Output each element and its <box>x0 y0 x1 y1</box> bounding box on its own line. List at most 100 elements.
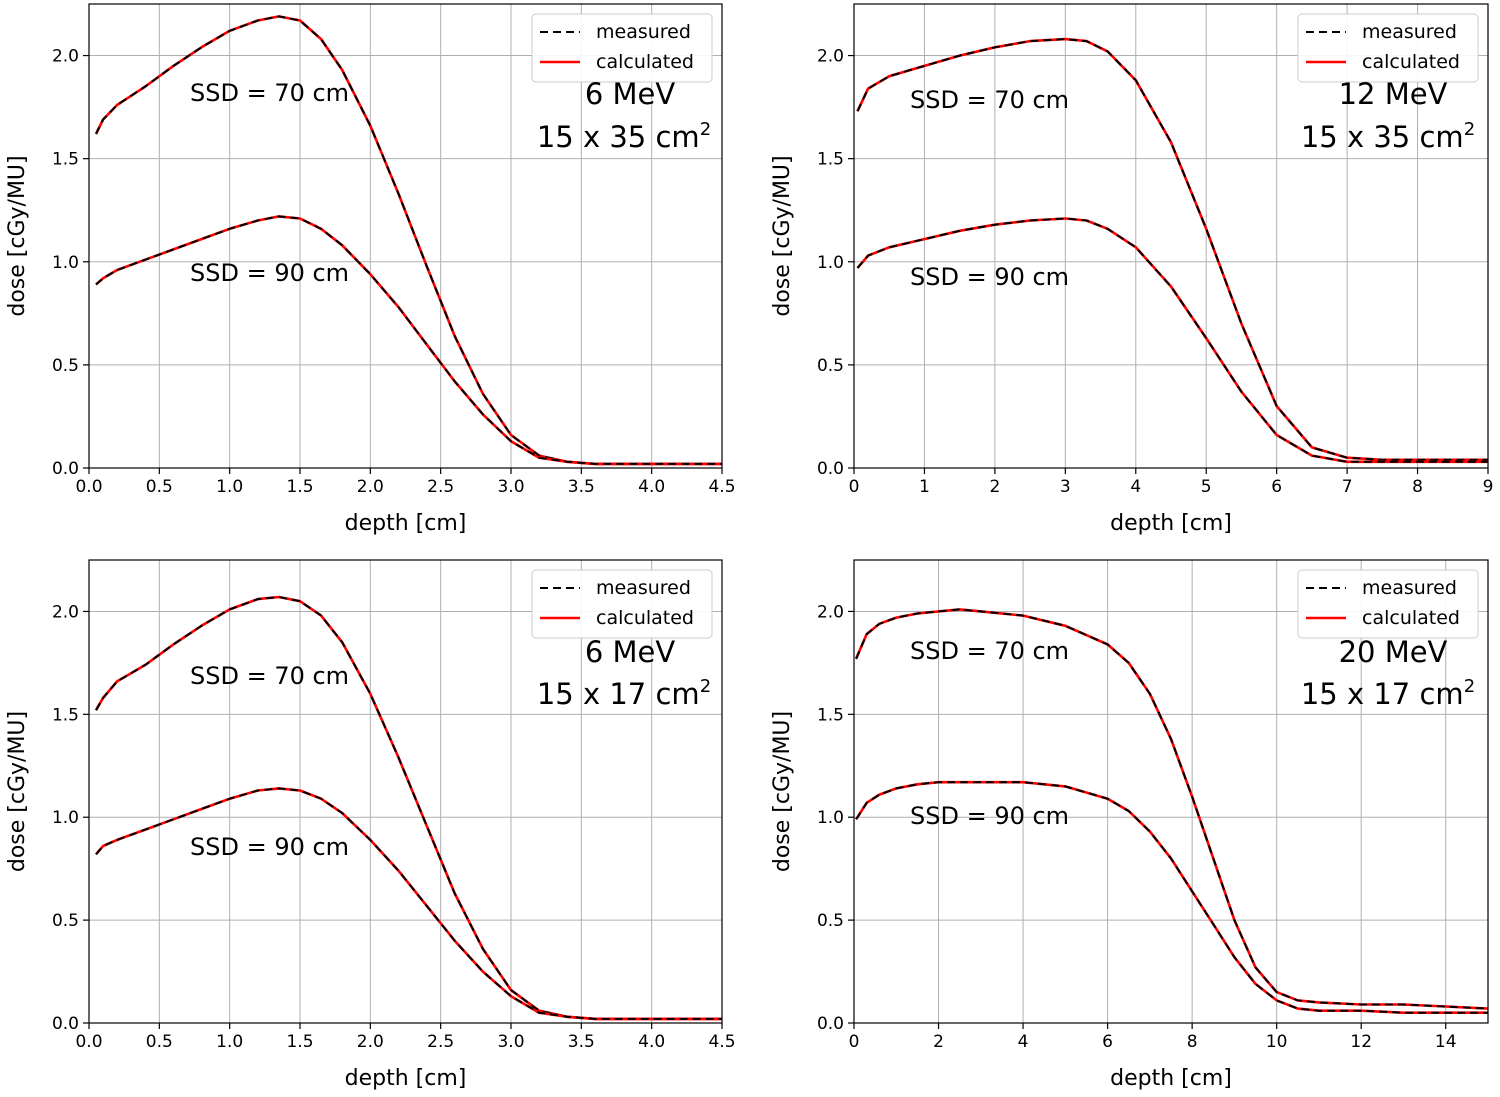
y-tick-label: 2.0 <box>52 602 79 622</box>
measured-line-ssd-70 <box>856 38 1488 461</box>
y-axis-label: dose [cGy/MU] <box>770 155 795 316</box>
legend-calculated-label: calculated <box>1362 51 1460 73</box>
x-tick-label: 8 <box>1412 477 1423 497</box>
x-tick-label: 2 <box>933 1032 944 1052</box>
legend-box <box>531 13 713 83</box>
field-size-annotation: 15 x 35 cm2 <box>1301 119 1475 154</box>
x-tick-label: 0.5 <box>146 477 173 497</box>
ssd-70-annotation: SSD = 70 cm <box>190 662 349 690</box>
legend-measured-label: measured <box>596 21 691 43</box>
calculated-line-ssd-90 <box>95 787 722 1021</box>
y-tick-label: 0.5 <box>52 911 79 931</box>
y-tick-label: 1.0 <box>817 808 844 828</box>
x-tick-label: 4 <box>1018 1032 1029 1052</box>
legend-measured-label: measured <box>596 577 691 599</box>
legend-measured-label: measured <box>1362 21 1457 43</box>
ssd-90-annotation: SSD = 90 cm <box>910 802 1069 830</box>
x-axis-label: depth [cm] <box>1110 511 1232 536</box>
measured-line-ssd-90 <box>95 215 722 465</box>
x-tick-label: 4.5 <box>708 477 735 497</box>
field-size-text: 15 x 17 cm <box>1301 677 1464 711</box>
y-tick-label: 1.0 <box>52 253 79 273</box>
plot-frame <box>853 3 1489 469</box>
measured-line-ssd-70 <box>95 596 722 1020</box>
y-tick-label: 0.0 <box>817 459 844 479</box>
ssd-90-annotation: SSD = 90 cm <box>910 263 1069 291</box>
field-size-annotation: 15 x 35 cm2 <box>537 119 711 154</box>
x-tick-label: 1.5 <box>286 1032 313 1052</box>
field-size-superscript: 2 <box>700 119 711 140</box>
chart-panel-3: 0.0 0.5 1.0 1.5 2.0 2.5 3.0 3.5 4.0 4.5 0.0 0.5 1.0 1… <box>5 559 736 1091</box>
y-tick-label: 0.0 <box>52 459 79 479</box>
measured-line-ssd-70 <box>855 608 1489 1010</box>
x-tick-label: 0 <box>849 477 860 497</box>
ssd-90-annotation: SSD = 90 cm <box>190 259 349 287</box>
y-tick-label: 1.5 <box>817 705 844 725</box>
y-tick-label: 1.0 <box>817 253 844 273</box>
x-tick-label: 3.0 <box>497 1032 524 1052</box>
chart-panel-2: 0 1 2 3 4 5 6 7 8 9 0.0 0.5 1.0 1.5 2.0 depth [cm] dose … <box>770 3 1493 536</box>
x-tick-label: 0.0 <box>75 477 102 497</box>
field-size-annotation: 15 x 17 cm2 <box>1301 676 1475 711</box>
legend-calculated-label: calculated <box>596 51 694 73</box>
legend-box <box>1297 13 1479 83</box>
y-tick-label: 1.0 <box>52 808 79 828</box>
x-axis-label: depth [cm] <box>345 1066 467 1091</box>
x-tick-label: 3.5 <box>568 1032 595 1052</box>
y-tick-label: 0.0 <box>817 1014 844 1034</box>
x-tick-label: 3 <box>1060 477 1071 497</box>
y-tick-label: 0.5 <box>817 356 844 376</box>
x-tick-label: 6 <box>1271 477 1282 497</box>
y-tick-label: 1.5 <box>52 705 79 725</box>
energy-annotation: 12 MeV <box>1339 77 1448 111</box>
measured-line-ssd-90 <box>95 787 722 1020</box>
x-tick-label: 4.0 <box>638 1032 665 1052</box>
chart-panel-1: 0.0 0.5 1.0 1.5 2.0 2.5 3.0 3.5 4.0 4.5 0.0 0.5 1.0 1… <box>5 3 736 536</box>
y-tick-label: 0.5 <box>817 911 844 931</box>
x-tick-label: 10 <box>1266 1032 1288 1052</box>
x-tick-label: 3.0 <box>497 477 524 497</box>
x-tick-label: 0.5 <box>146 1032 173 1052</box>
legend-measured-label: measured <box>1362 577 1457 599</box>
field-size-annotation: 15 x 17 cm2 <box>537 676 711 711</box>
x-tick-label: 4.5 <box>708 1032 735 1052</box>
plot-frame <box>853 559 1489 1024</box>
x-tick-label: 2.0 <box>357 477 384 497</box>
y-tick-label: 0.5 <box>52 356 79 376</box>
x-tick-label: 12 <box>1350 1032 1372 1052</box>
field-size-text: 15 x 35 cm <box>1301 120 1464 154</box>
y-tick-label: 1.5 <box>817 150 844 170</box>
ssd-70-annotation: SSD = 70 cm <box>190 79 349 107</box>
y-tick-label: 0.0 <box>52 1014 79 1034</box>
energy-annotation: 6 MeV <box>585 635 676 669</box>
chart-panel-4: 0 2 4 6 8 10 12 14 0.0 0.5 1.0 1.5 2.0 depth [cm] dose… <box>770 559 1489 1091</box>
y-tick-label: 1.5 <box>52 150 79 170</box>
calculated-line-ssd-90 <box>95 215 722 466</box>
x-tick-label: 4 <box>1130 477 1141 497</box>
x-tick-label: 2.5 <box>427 1032 454 1052</box>
x-tick-label: 1.0 <box>216 1032 243 1052</box>
field-size-text: 15 x 35 cm <box>537 120 700 154</box>
y-axis-label: dose [cGy/MU] <box>770 711 795 872</box>
calculated-line-ssd-90 <box>856 217 1488 464</box>
x-tick-label: 2.0 <box>357 1032 384 1052</box>
field-size-superscript: 2 <box>700 676 711 697</box>
y-tick-label: 2.0 <box>817 602 844 622</box>
legend-calculated-label: calculated <box>1362 607 1460 629</box>
x-tick-label: 4.0 <box>638 477 665 497</box>
ssd-70-annotation: SSD = 70 cm <box>910 637 1069 665</box>
measured-line-ssd-70 <box>95 15 722 465</box>
x-tick-label: 14 <box>1435 1032 1457 1052</box>
y-tick-label: 2.0 <box>52 47 79 67</box>
x-tick-label: 0 <box>849 1032 860 1052</box>
field-size-text: 15 x 17 cm <box>537 677 700 711</box>
plot-frame <box>88 3 723 469</box>
x-tick-label: 8 <box>1187 1032 1198 1052</box>
legend-calculated-label: calculated <box>596 607 694 629</box>
x-tick-label: 2.5 <box>427 477 454 497</box>
field-size-superscript: 2 <box>1464 676 1475 697</box>
energy-annotation: 20 MeV <box>1339 635 1448 669</box>
x-axis-label: depth [cm] <box>345 511 467 536</box>
y-axis-label: dose [cGy/MU] <box>5 711 30 872</box>
